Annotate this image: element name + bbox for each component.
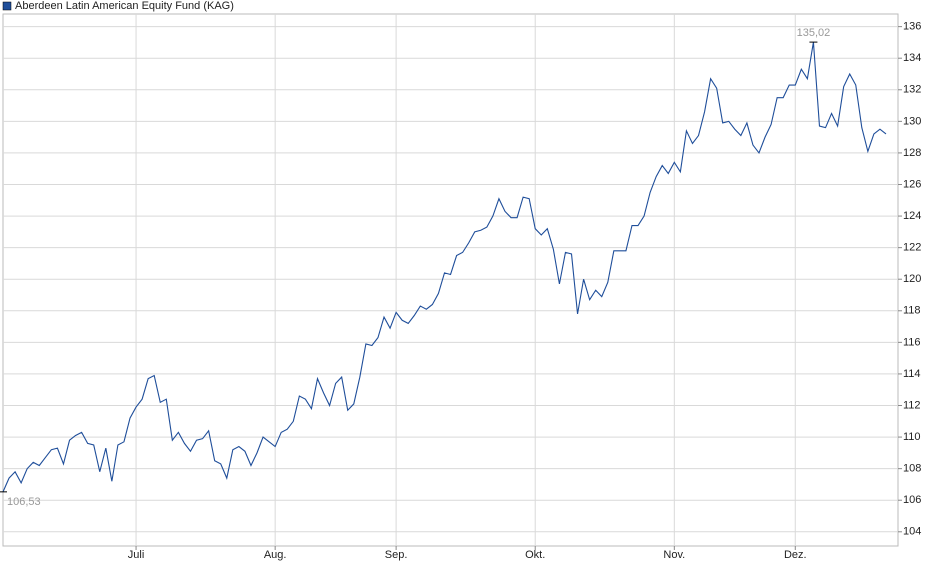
x-tick-label: Dez.	[784, 549, 807, 561]
x-tick-label: Okt.	[525, 549, 545, 561]
y-tick-label: 104	[903, 526, 921, 538]
y-tick-label: 106	[903, 494, 921, 506]
x-tick-label: Aug.	[264, 549, 287, 561]
x-tick-label: Sep.	[385, 549, 408, 561]
y-tick-label: 112	[903, 399, 921, 411]
y-tick-label: 116	[903, 336, 921, 348]
y-tick-label: 130	[903, 115, 921, 127]
y-tick-label: 122	[903, 242, 921, 254]
y-tick-label: 120	[903, 273, 921, 285]
y-tick-label: 136	[903, 21, 921, 33]
x-tick-label: Juli	[128, 549, 145, 561]
line	[2, 42, 887, 493]
x-tick-label: Nov.	[663, 549, 685, 561]
plot-frame	[2, 13, 899, 547]
legend-swatch	[2, 1, 12, 11]
y-tick-label: 126	[903, 178, 921, 190]
legend-label: Aberdeen Latin American Equity Fund (KAG…	[15, 0, 234, 12]
y-tick-label: 118	[903, 305, 921, 317]
value-label: 106,53	[7, 496, 41, 508]
y-tick-label: 110	[903, 431, 921, 443]
y-tick-label: 124	[903, 210, 921, 222]
y-tick-label: 114	[903, 368, 921, 380]
value-label: 135,02	[797, 27, 831, 39]
y-tick-label: 128	[903, 147, 921, 159]
y-tick-label: 132	[903, 84, 921, 96]
y-tick-label: 134	[903, 52, 921, 64]
y-tick-label: 108	[903, 463, 921, 475]
